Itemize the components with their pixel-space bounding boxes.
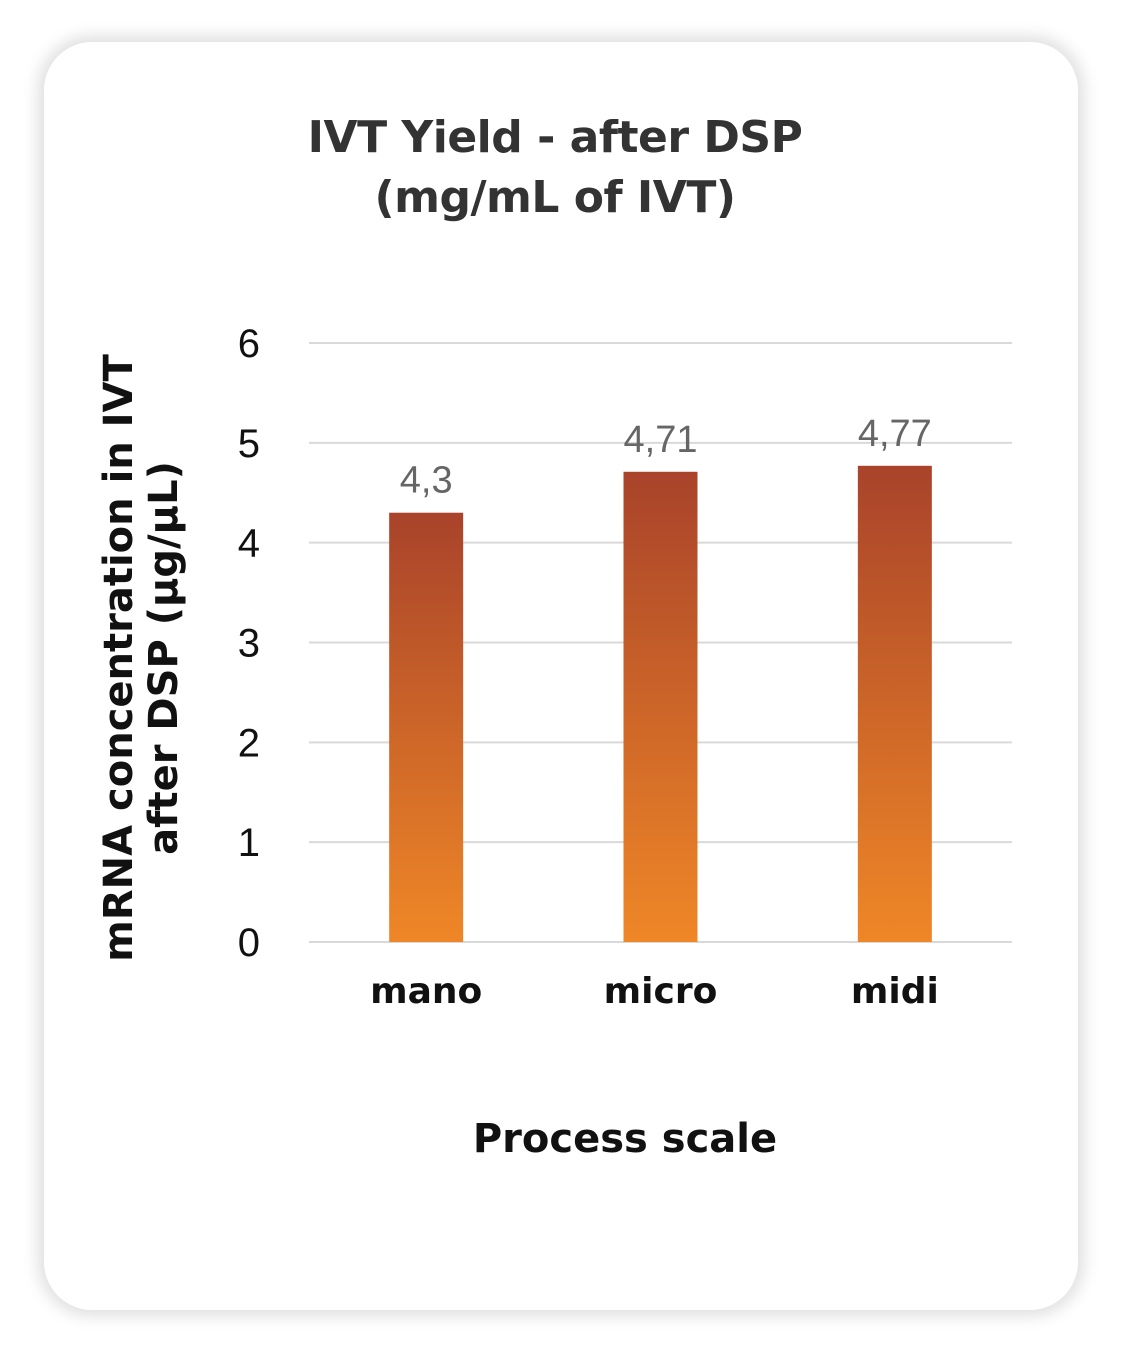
y-axis-ticks: 0 1 2 3 4 5 6 xyxy=(238,322,260,965)
y-axis-title-line-1: mRNA concentration in IVT xyxy=(96,353,142,961)
x-category-label-midi: midi xyxy=(851,971,939,1012)
y-tick-label-0: 0 xyxy=(238,921,260,965)
y-axis-title-line-2: after DSP (µg/µL) xyxy=(141,461,187,855)
bar-mano xyxy=(389,512,464,942)
y-tick-label-5: 5 xyxy=(238,422,260,466)
x-axis-title: Process scale xyxy=(473,1116,777,1162)
bar-micro xyxy=(623,471,698,942)
x-axis-categories: mano micro midi xyxy=(370,971,939,1012)
x-category-label-micro: micro xyxy=(604,971,718,1012)
data-label-mano: 4,3 xyxy=(400,460,453,502)
data-label-micro: 4,71 xyxy=(624,419,698,461)
y-tick-label-3: 3 xyxy=(238,622,260,666)
chart-title-line-1: IVT Yield - after DSP xyxy=(307,112,803,163)
y-tick-label-6: 6 xyxy=(238,322,260,366)
chart-title: IVT Yield - after DSP (mg/mL of IVT) xyxy=(255,108,855,228)
y-tick-label-1: 1 xyxy=(238,821,260,865)
y-axis-title: mRNA concentration in IVT after DSP (µg/… xyxy=(96,353,187,961)
bars xyxy=(389,465,932,942)
x-category-label-mano: mano xyxy=(370,971,482,1012)
bar-midi xyxy=(857,465,932,942)
data-label-midi: 4,77 xyxy=(858,413,932,455)
data-labels: 4,3 4,71 4,77 xyxy=(400,413,932,502)
y-tick-label-2: 2 xyxy=(238,721,260,765)
chart-title-line-2: (mg/mL of IVT) xyxy=(374,172,736,223)
y-tick-label-4: 4 xyxy=(238,522,260,566)
